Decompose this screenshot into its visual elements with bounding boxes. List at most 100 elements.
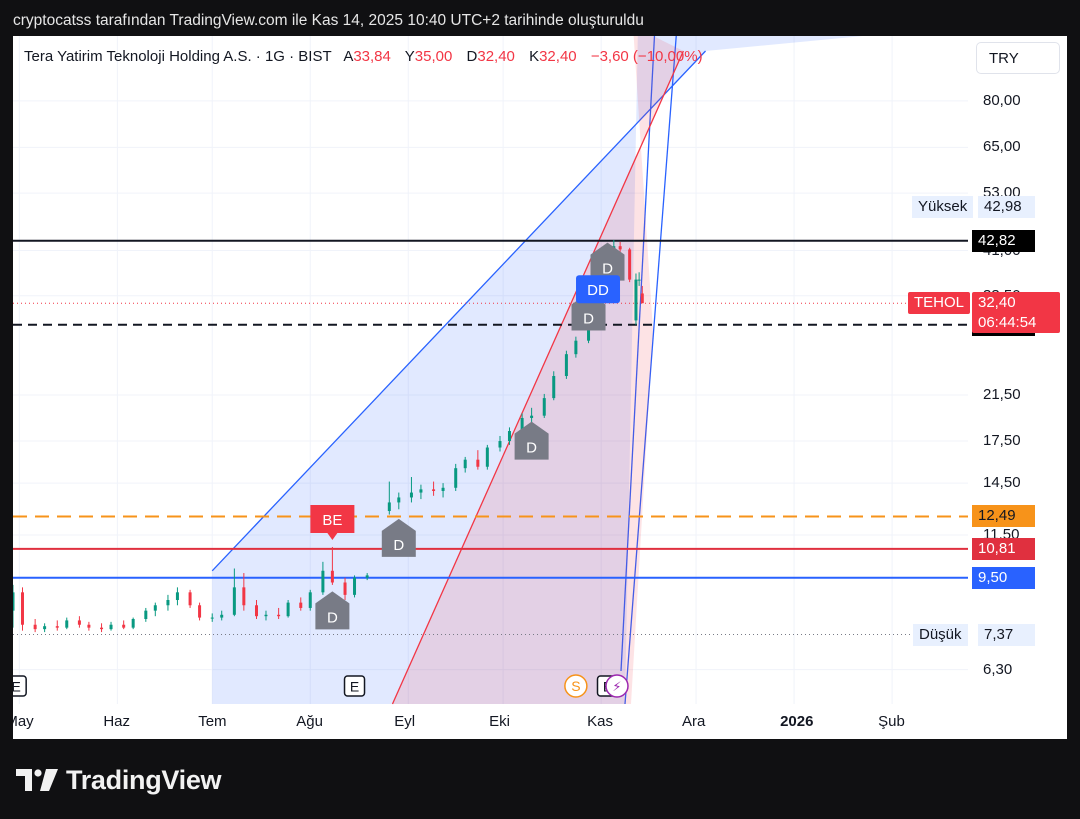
candle-body-22 — [254, 605, 258, 617]
candle-body-49 — [564, 354, 568, 377]
dividend-label-4: D — [602, 261, 613, 278]
candle-body-18 — [210, 617, 214, 619]
x-axis-tick-4: Eyl — [394, 713, 416, 730]
channel-line-red-lower — [391, 50, 684, 705]
candle-body-3 — [43, 626, 47, 630]
low-marker-value: 7,37 — [978, 623, 1035, 646]
high-marker-value: 42,98 — [978, 196, 1035, 218]
candle-body-27 — [308, 592, 312, 608]
candle-body-36 — [419, 489, 423, 493]
candle-body-26 — [299, 602, 303, 608]
x-axis-tick-6: Kas — [587, 713, 614, 730]
channel-fill-red — [392, 36, 684, 704]
tradingview-logo[interactable]: TradingView — [16, 762, 222, 798]
candle-body-28 — [321, 570, 325, 593]
chart-panel[interactable]: DDDDDDDBEEESE⚡ Tera Yatirim Teknoloji Ho… — [13, 36, 1067, 739]
x-axis-tick-8: 2026 — [780, 713, 814, 730]
candle-body-17 — [198, 605, 202, 618]
x-axis-tick-0: May — [13, 713, 34, 730]
candle-body-39 — [454, 468, 458, 488]
candle-body-33 — [387, 502, 391, 512]
dividend-marker-4 — [590, 242, 625, 281]
y-axis-tick-9: 6,30 — [983, 660, 1013, 678]
high-label: Y — [404, 48, 415, 65]
channel-line-blue-upper — [211, 50, 707, 572]
breakeven-marker-6 — [310, 505, 355, 541]
candle-body-4 — [55, 626, 59, 628]
candle-body-47 — [542, 398, 546, 416]
candle-body-0 — [13, 592, 15, 611]
x-axis-tick-2: Tem — [198, 713, 227, 730]
candle-body-30 — [343, 582, 347, 595]
candle-body-12 — [144, 610, 148, 620]
candle-body-21 — [242, 587, 246, 606]
ohlc-legend: Tera Yatirim Teknoloji Holding A.S. · 1G… — [24, 46, 703, 68]
last-price-value: 32,40 — [972, 292, 1060, 315]
candle-body-34 — [397, 497, 401, 503]
chart-caption: cryptocatss tarafından TradingView.com i… — [13, 12, 644, 29]
channel-line-blue-steep2 — [620, 36, 656, 672]
close-label: K — [529, 48, 540, 65]
y-axis-tick-1: 65,00 — [983, 138, 1021, 156]
low-value: 32,40 — [477, 48, 515, 65]
candle-body-56 — [628, 249, 632, 280]
dividend-label-3: D — [583, 311, 594, 328]
currency-button[interactable]: TRY — [976, 42, 1060, 74]
candle-body-32 — [365, 575, 369, 578]
candle-body-8 — [100, 627, 104, 630]
flash-icon-label-4: ⚡ — [612, 680, 621, 695]
last-price-symbol: TEHOL — [908, 292, 971, 315]
candle-body-6 — [77, 620, 81, 625]
price-badge-4: 9,50 — [972, 566, 1035, 589]
dividend-label-1: D — [393, 537, 404, 554]
candle-body-25 — [286, 602, 290, 617]
x-axis-tick-5: Eki — [489, 713, 510, 730]
last-price-countdown: 06:44:54 — [972, 313, 1060, 334]
tradingview-logo-icon — [16, 769, 58, 791]
earnings-icon-1 — [343, 675, 366, 697]
candle-body-40 — [463, 459, 467, 469]
candle-body-42 — [485, 447, 489, 467]
candle-body-58 — [637, 279, 641, 281]
earnings-icon-0 — [13, 675, 27, 697]
candle-body-16 — [188, 592, 192, 606]
candle-body-31 — [353, 577, 357, 595]
price-badge-0: 42,82 — [972, 229, 1035, 252]
candle-body-55 — [618, 246, 622, 250]
dividend-marker-2 — [514, 421, 549, 460]
low-label: D — [466, 48, 478, 65]
y-axis-tick-5: 21,50 — [983, 385, 1021, 403]
split-marker-5 — [576, 275, 621, 304]
price-chart[interactable]: DDDDDDDBEEESE⚡ — [13, 36, 1067, 739]
candle-body-14 — [166, 600, 170, 606]
y-axis-tick-7: 14,50 — [983, 474, 1021, 492]
x-axis-tick-7: Ara — [682, 713, 706, 730]
high-marker-label: Yüksek — [912, 196, 974, 218]
open-value: 33,84 — [353, 48, 391, 65]
candle-body-44 — [507, 431, 511, 442]
candle-body-1 — [20, 592, 24, 625]
split-icon-2 — [564, 674, 588, 698]
candle-body-23 — [264, 614, 268, 617]
candle-body-20 — [232, 587, 236, 615]
low-marker-label: Düşük — [913, 623, 968, 646]
symbol-title[interactable]: Tera Yatirim Teknoloji Holding A.S. · 1G… — [24, 48, 332, 65]
candle-body-50 — [574, 340, 578, 355]
split-icon-label-2: S — [571, 678, 580, 694]
candle-body-15 — [175, 592, 179, 601]
earnings-label-1: E — [350, 679, 359, 695]
candle-body-38 — [441, 487, 445, 491]
brand-name: TradingView — [66, 764, 222, 795]
dividend-label-2: D — [526, 440, 537, 457]
flash-icon-4 — [605, 674, 629, 698]
candle-body-41 — [476, 459, 480, 467]
split-label-5: DD — [587, 282, 609, 299]
x-axis-tick-1: Haz — [103, 713, 131, 730]
candle-body-45 — [520, 417, 524, 432]
candle-body-48 — [552, 376, 556, 399]
candle-body-10 — [122, 624, 126, 628]
x-axis-tick-3: Ağu — [296, 713, 323, 730]
candle-body-5 — [65, 620, 69, 628]
candle-body-37 — [432, 489, 436, 491]
candle-body-24 — [277, 614, 281, 617]
